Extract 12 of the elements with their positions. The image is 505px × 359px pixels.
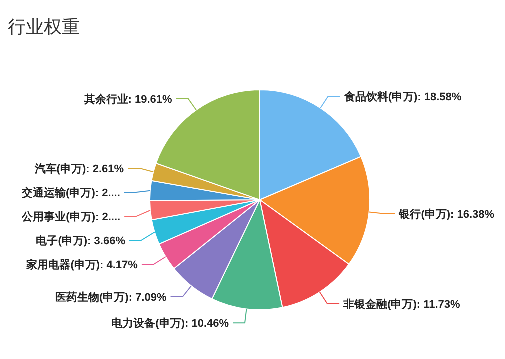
slice-label: 电子(申万): 3.66% xyxy=(36,234,126,248)
slice-label: 家用电器(申万): 4.17% xyxy=(26,258,138,272)
slice-label: 食品饮料(申万): 18.58% xyxy=(343,90,462,104)
slice-label: 公用事业(申万): 2.... xyxy=(21,210,121,224)
chart-title: 行业权重 xyxy=(8,17,80,37)
slice-label: 非银金融(申万): 11.73% xyxy=(342,298,461,311)
slice-label: 其余行业: 19.61% xyxy=(83,92,173,106)
slice-label: 电力设备(申万): 10.46% xyxy=(112,317,230,330)
slice-label: 医药生物(申万): 7.09% xyxy=(56,291,167,304)
slice-label: 银行(申万): 16.38% xyxy=(398,208,495,221)
slice-label: 交通运输(申万): 2.... xyxy=(21,186,120,200)
slice-label: 汽车(申万): 2.61% xyxy=(34,162,124,176)
